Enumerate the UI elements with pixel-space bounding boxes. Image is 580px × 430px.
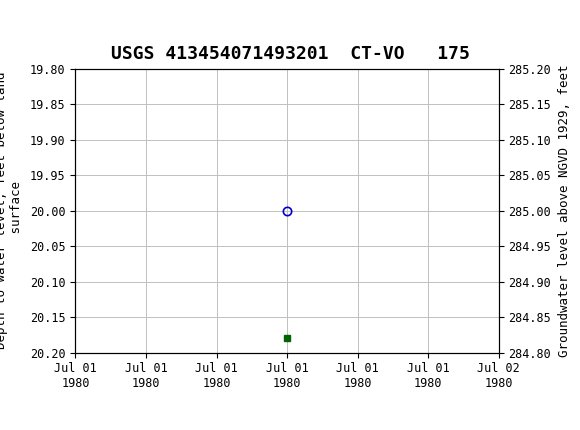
Text: USGS 413454071493201  CT-VO   175: USGS 413454071493201 CT-VO 175 — [111, 45, 469, 63]
Y-axis label: Groundwater level above NGVD 1929, feet: Groundwater level above NGVD 1929, feet — [558, 64, 571, 357]
Y-axis label: Depth to water level, feet below land
 surface: Depth to water level, feet below land su… — [0, 72, 23, 350]
Text: ▒USGS: ▒USGS — [3, 12, 61, 34]
